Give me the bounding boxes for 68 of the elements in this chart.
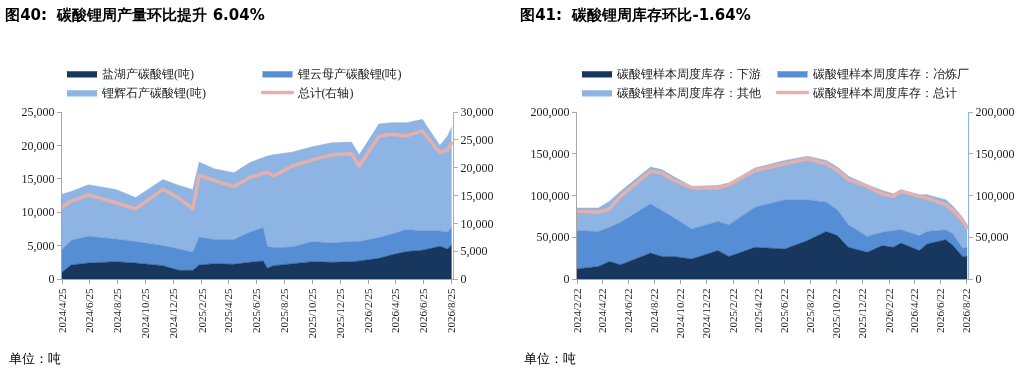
y-tick-label: 5,000: [27, 238, 55, 253]
x-tick-label: 2024/6/25: [83, 287, 96, 334]
x-tick-label: 2025/8/25: [278, 287, 291, 334]
x-tick-label: 2025/4/22: [751, 288, 764, 334]
legend-label: 碳酸锂样本周度库存：其他: [616, 86, 761, 101]
x-tick-label: 2026/8/22: [959, 288, 972, 334]
x-tick-label: 2026/6/22: [933, 288, 946, 334]
y-tick-label: 25,000: [21, 105, 55, 120]
legend-label: 锂辉石产碳酸锂(吨): [101, 86, 206, 101]
legend-label: 锂云母产碳酸锂(吨): [296, 67, 402, 82]
x-tick-label: 2025/2/22: [726, 288, 739, 334]
text: 单位：吨: [524, 351, 576, 366]
x-tick-label: 2025/4/25: [222, 287, 235, 334]
y-tick-label: 20,000: [21, 138, 55, 153]
y2-tick-label: 0: [460, 272, 467, 287]
x-tick-label: 2024/12/22: [700, 288, 713, 339]
y-tick-label: 15,000: [21, 172, 55, 186]
y-tick-label: 200,000: [530, 105, 570, 120]
y-tick-label: 0: [48, 272, 55, 287]
x-tick-label: 2026/4/25: [389, 287, 402, 334]
x-tick-label: 2025/10/22: [830, 288, 843, 339]
legend-label: 总计(右轴): [296, 86, 354, 101]
y-tick-label: 150,000: [530, 146, 570, 161]
x-tick-label: 2026/4/22: [907, 288, 920, 334]
text: 单位：吨: [9, 351, 61, 366]
x-tick-label: 2024/6/22: [622, 288, 635, 334]
y2-tick-label: 5,000: [460, 244, 488, 259]
y2-tick-label: 150,000: [975, 146, 1015, 161]
line-series: [577, 157, 968, 229]
x-tick-label: 2024/12/25: [167, 287, 180, 339]
y2-tick-label: 200,000: [975, 105, 1015, 120]
y2-tick-label: 20,000: [460, 160, 494, 175]
x-tick-label: 2024/4/22: [596, 288, 609, 334]
x-tick-label: 2025/12/22: [856, 288, 869, 339]
legend-label: 碳酸锂样本周度库存：总计: [811, 86, 957, 101]
y2-tick-label: 50,000: [975, 230, 1009, 245]
x-tick-label: 2025/12/25: [334, 287, 347, 339]
x-tick-label: 2025/2/25: [195, 287, 208, 334]
x-tick-label: 2024/8/22: [648, 288, 661, 334]
y-tick-label: 100,000: [530, 188, 570, 203]
x-tick-label: 2026/2/22: [882, 288, 895, 334]
x-tick-label: 2024/4/25: [55, 287, 68, 334]
chart-title: 图41: 碳酸锂周库存环比-1.64%: [520, 5, 751, 24]
y-tick-label: 0: [563, 272, 570, 287]
x-tick-label: 2024/10/25: [139, 287, 152, 339]
x-tick-label: 2026/8/25: [445, 287, 458, 334]
x-tick-label: 2025/10/25: [306, 287, 319, 339]
line-series: [62, 129, 453, 211]
legend-label: 碳酸锂样本周度库存：冶炼厂: [811, 67, 969, 82]
legend-label: 盐湖产碳酸锂(吨): [102, 67, 194, 82]
legend-label: 碳酸锂样本周度库存：下游: [616, 67, 761, 82]
x-tick-label: 2024/8/25: [111, 287, 124, 334]
x-tick-label: 2025/6/22: [778, 288, 791, 334]
y-tick-label: 50,000: [536, 230, 570, 245]
x-tick-label: 2025/6/25: [250, 287, 263, 334]
chart-title: 图40: 碳酸锂周产量环比提升 6.04%: [5, 5, 265, 24]
y2-tick-label: 15,000: [460, 188, 494, 203]
y2-tick-label: 30,000: [460, 105, 494, 120]
x-tick-label: 2026/2/25: [362, 287, 375, 334]
y2-tick-label: 0: [975, 272, 982, 287]
x-tick-label: 2026/6/25: [417, 287, 430, 334]
x-tick-label: 2024/10/22: [674, 288, 687, 339]
x-tick-label: 2025/8/22: [804, 288, 817, 334]
x-tick-label: 2024/2/22: [570, 288, 583, 334]
y2-tick-label: 100,000: [975, 188, 1015, 203]
y-tick-label: 10,000: [21, 205, 55, 220]
y2-tick-label: 10,000: [460, 216, 494, 231]
y2-tick-label: 25,000: [460, 133, 494, 148]
